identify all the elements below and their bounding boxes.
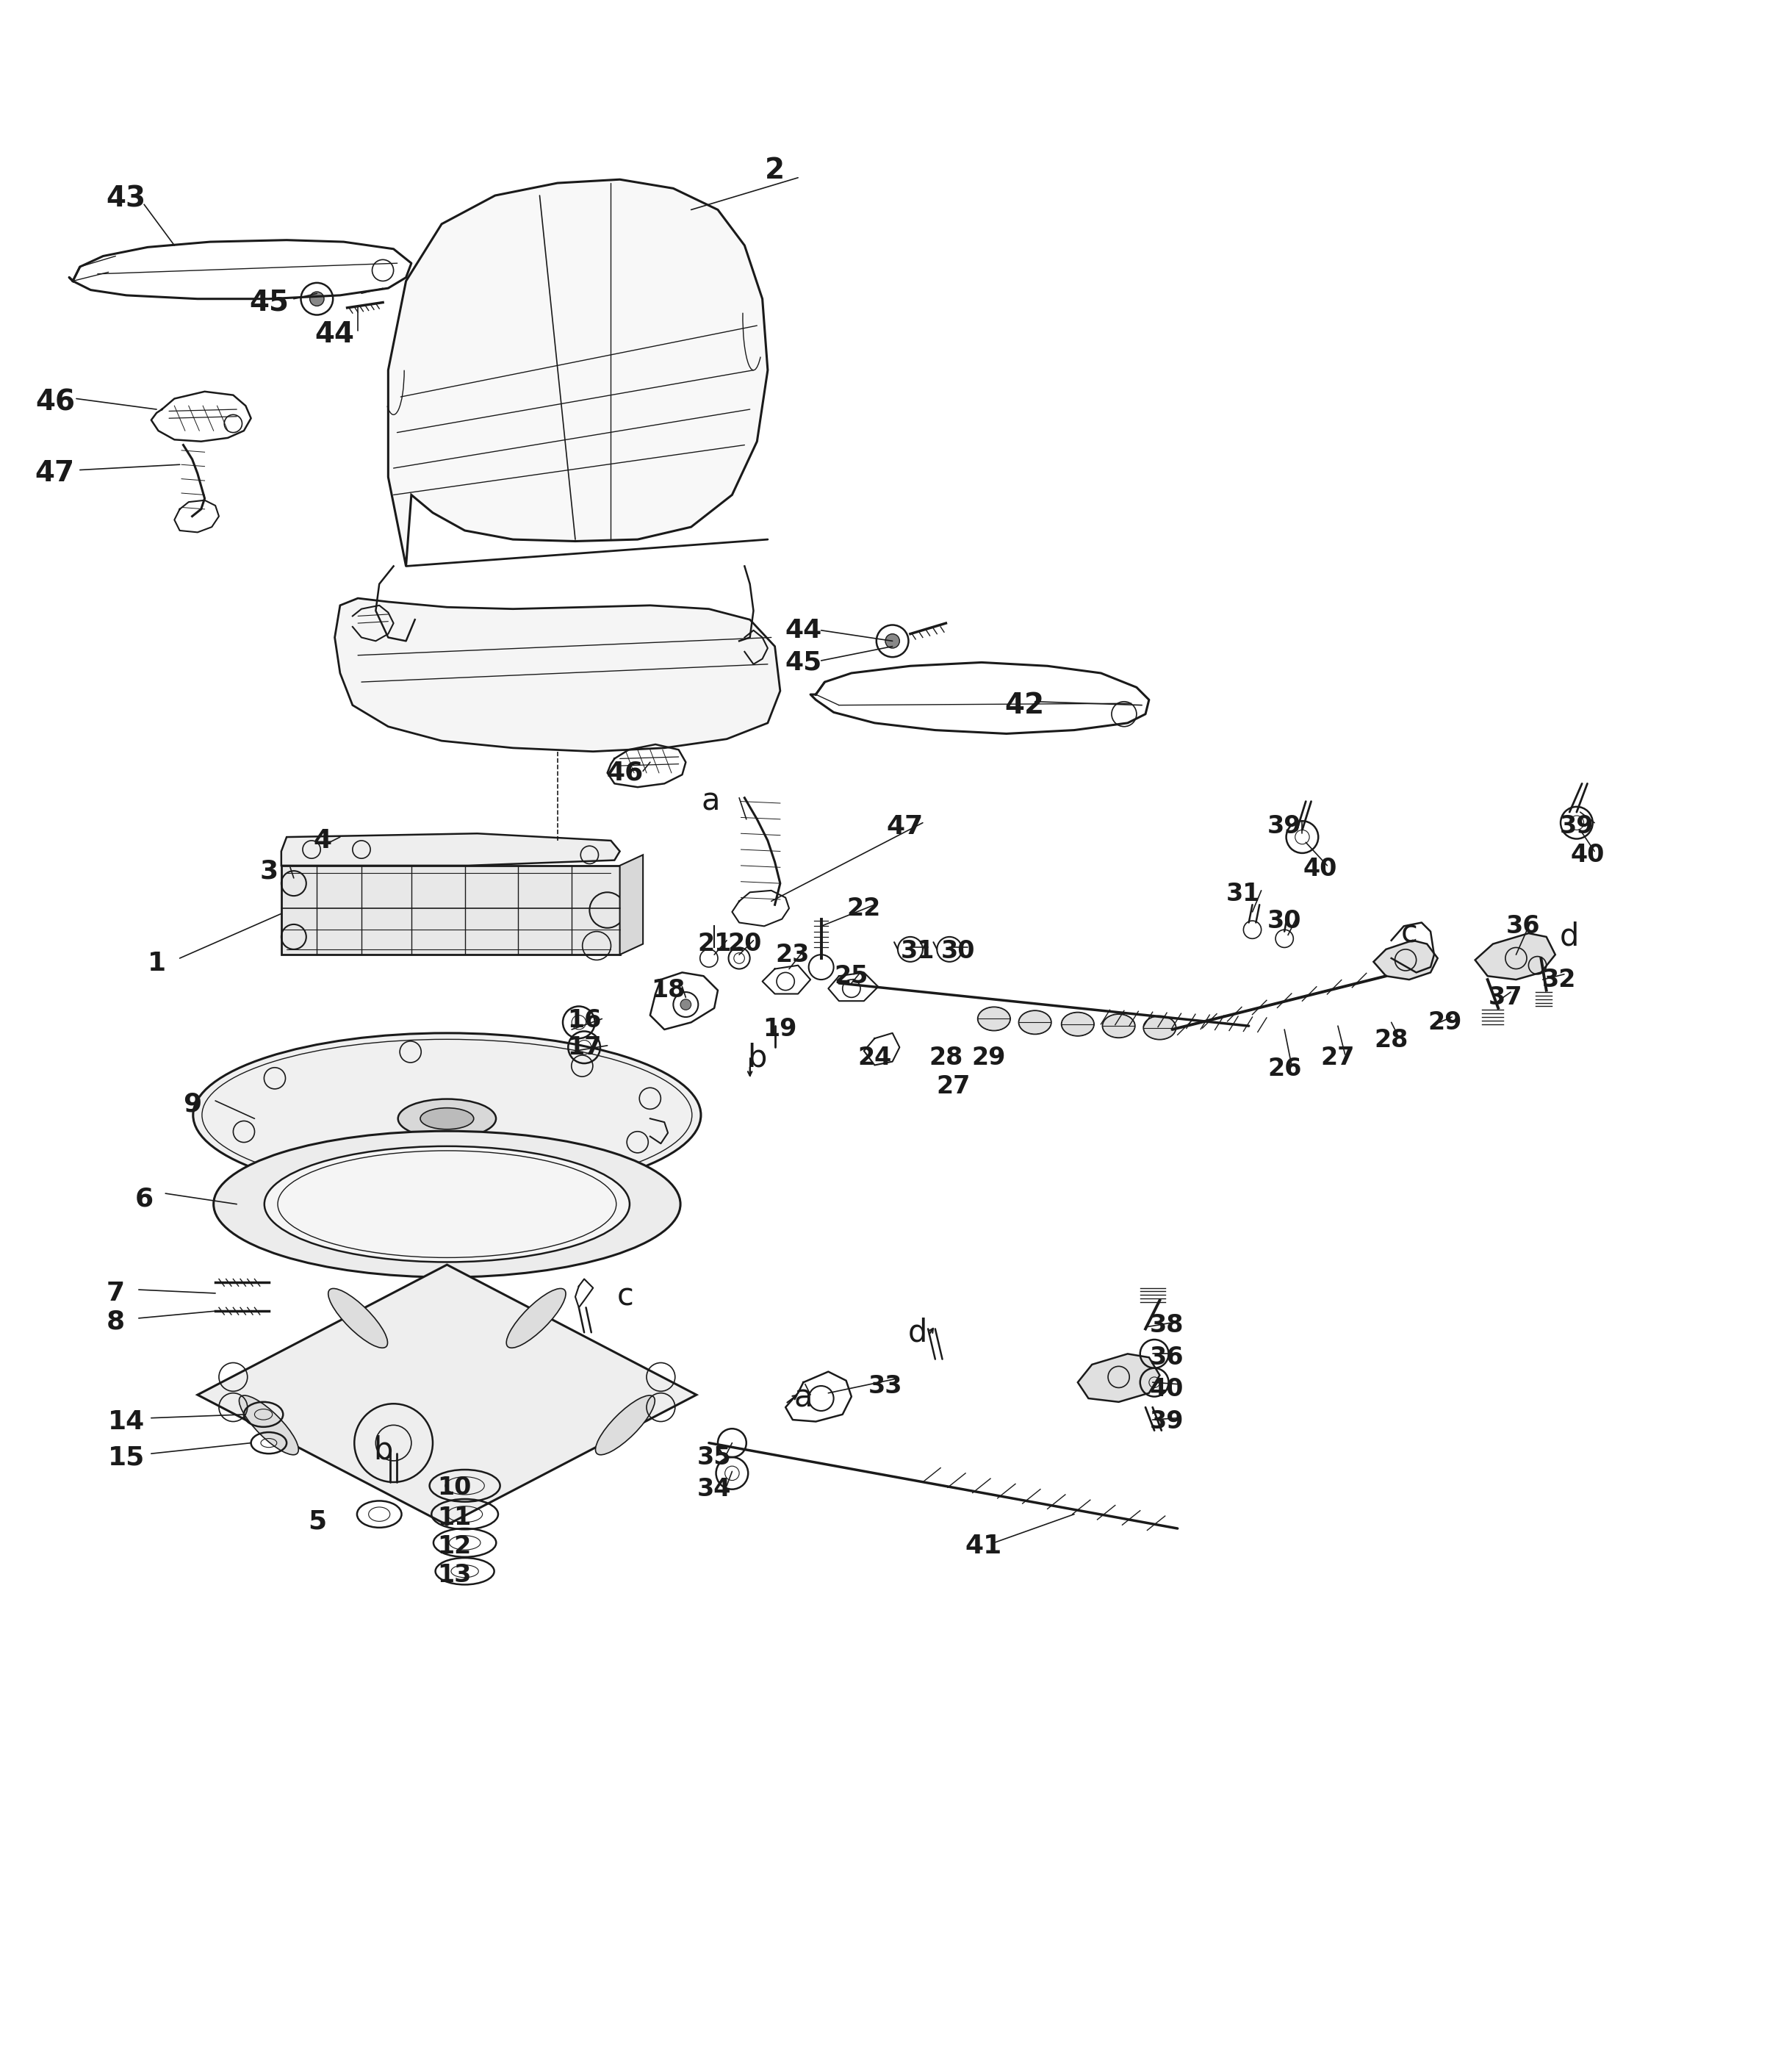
Text: 24: 24	[858, 1046, 892, 1071]
Polygon shape	[335, 599, 780, 752]
Text: 45: 45	[249, 288, 289, 317]
Text: 46: 46	[36, 389, 75, 416]
Text: 47: 47	[887, 813, 923, 838]
Text: 47: 47	[36, 459, 75, 488]
Text: d: d	[1559, 920, 1579, 951]
Polygon shape	[1475, 933, 1555, 980]
Text: 31: 31	[1226, 881, 1260, 906]
Text: 34: 34	[697, 1476, 731, 1501]
Text: 36: 36	[1150, 1345, 1185, 1369]
Text: a: a	[794, 1384, 814, 1415]
Text: 7: 7	[106, 1281, 125, 1305]
Text: 27: 27	[1321, 1046, 1355, 1071]
Text: 14: 14	[108, 1408, 145, 1433]
Text: 28: 28	[928, 1046, 962, 1071]
Polygon shape	[620, 854, 643, 955]
Text: d: d	[909, 1318, 926, 1349]
Text: 39: 39	[1267, 813, 1301, 838]
Ellipse shape	[194, 1034, 701, 1196]
Text: 12: 12	[437, 1534, 471, 1559]
Polygon shape	[197, 1264, 697, 1526]
Text: 38: 38	[1150, 1314, 1185, 1338]
Text: 40: 40	[1570, 842, 1604, 867]
Text: 15: 15	[108, 1445, 145, 1470]
Text: b: b	[373, 1435, 392, 1466]
Text: 27: 27	[935, 1075, 969, 1100]
Polygon shape	[389, 179, 767, 566]
Circle shape	[310, 292, 324, 307]
Ellipse shape	[978, 1007, 1011, 1030]
Ellipse shape	[1102, 1015, 1134, 1038]
Text: 22: 22	[848, 896, 882, 920]
Text: 41: 41	[964, 1534, 1002, 1559]
Text: 13: 13	[437, 1563, 471, 1587]
Text: 20: 20	[728, 933, 762, 955]
Circle shape	[681, 999, 692, 1009]
Text: 46: 46	[607, 760, 643, 784]
Text: 2: 2	[765, 156, 785, 185]
Ellipse shape	[213, 1130, 681, 1277]
Text: 45: 45	[785, 651, 823, 675]
Text: 23: 23	[776, 943, 810, 968]
Text: 4: 4	[314, 828, 332, 852]
Text: 9: 9	[183, 1091, 201, 1116]
Text: 3: 3	[260, 859, 278, 883]
Ellipse shape	[595, 1396, 654, 1456]
Ellipse shape	[265, 1147, 629, 1262]
Text: a: a	[701, 787, 720, 817]
Polygon shape	[1077, 1355, 1159, 1402]
Text: b: b	[747, 1042, 767, 1073]
Ellipse shape	[238, 1396, 299, 1456]
Text: 44: 44	[315, 321, 355, 348]
Text: 17: 17	[566, 1036, 602, 1060]
Text: 18: 18	[650, 978, 685, 1003]
Text: 26: 26	[1267, 1056, 1301, 1081]
Ellipse shape	[1061, 1013, 1093, 1036]
Text: 30: 30	[941, 939, 975, 964]
Ellipse shape	[1143, 1017, 1176, 1040]
Text: 43: 43	[106, 185, 147, 212]
Text: 39: 39	[1150, 1410, 1185, 1433]
Text: 35: 35	[697, 1445, 731, 1470]
Text: c: c	[616, 1281, 634, 1312]
Text: 29: 29	[1428, 1011, 1462, 1034]
Ellipse shape	[421, 1108, 473, 1128]
Text: 8: 8	[106, 1310, 125, 1334]
Ellipse shape	[507, 1289, 566, 1349]
Text: 25: 25	[835, 964, 869, 988]
Ellipse shape	[328, 1289, 387, 1349]
Text: 42: 42	[1004, 692, 1045, 719]
Text: c: c	[1401, 918, 1417, 949]
Polygon shape	[281, 865, 620, 955]
Polygon shape	[1373, 941, 1437, 980]
Text: 31: 31	[900, 939, 934, 964]
Text: 44: 44	[785, 618, 823, 642]
Text: 32: 32	[1541, 968, 1575, 992]
Text: 6: 6	[134, 1186, 154, 1211]
Polygon shape	[281, 834, 620, 865]
Text: 36: 36	[1505, 914, 1541, 939]
Text: 40: 40	[1303, 857, 1337, 881]
Text: 1: 1	[147, 951, 167, 976]
Text: 29: 29	[971, 1046, 1005, 1071]
Ellipse shape	[398, 1100, 496, 1139]
Text: 33: 33	[869, 1373, 903, 1398]
Text: 39: 39	[1559, 813, 1593, 838]
Ellipse shape	[1020, 1011, 1052, 1034]
Text: 16: 16	[566, 1009, 602, 1034]
Text: 11: 11	[437, 1505, 471, 1530]
Text: 30: 30	[1267, 908, 1301, 933]
Circle shape	[885, 634, 900, 649]
Text: 5: 5	[308, 1509, 326, 1534]
Text: 21: 21	[697, 933, 731, 955]
Text: 10: 10	[437, 1476, 471, 1499]
Text: 37: 37	[1489, 986, 1523, 1009]
Text: 28: 28	[1374, 1027, 1409, 1052]
Text: 19: 19	[763, 1017, 797, 1042]
Text: 40: 40	[1150, 1377, 1185, 1402]
